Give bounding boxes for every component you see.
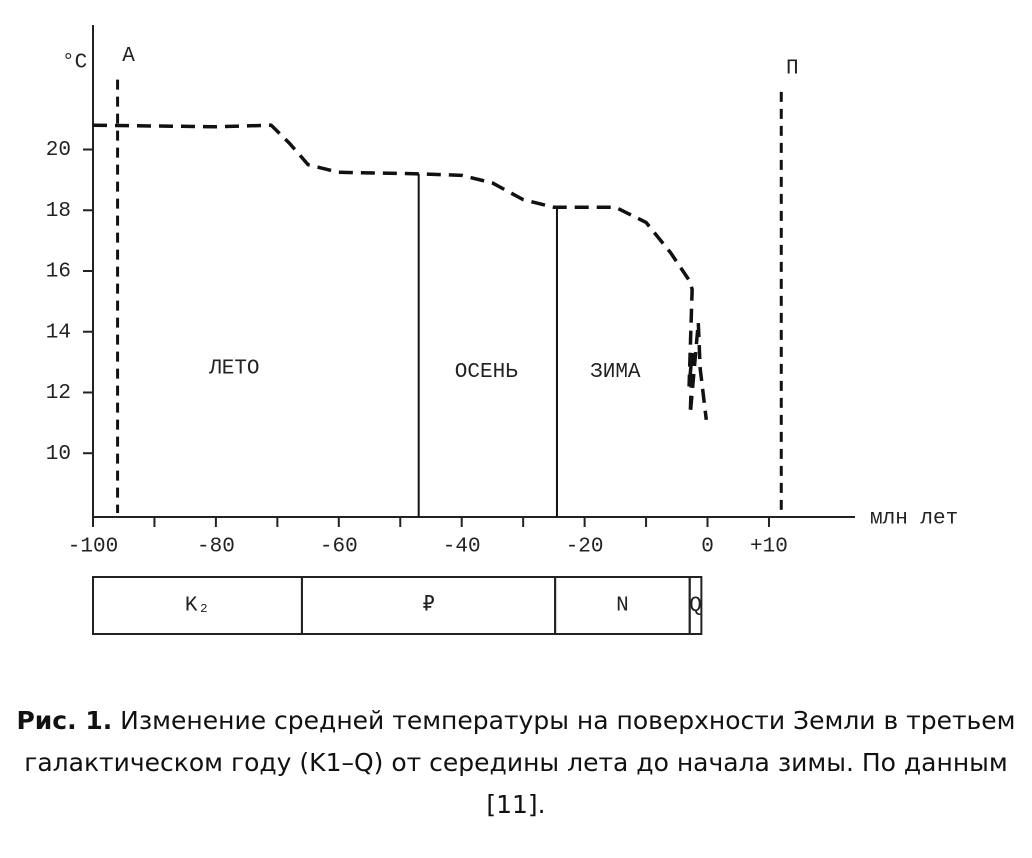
period-label: N [616, 595, 629, 618]
x-tick-label: -40 [443, 536, 481, 559]
y-tick-label: 12 [46, 382, 71, 405]
caption: Рис. 1. Изменение средней температуры на… [0, 700, 1032, 826]
period-label: Q [689, 595, 702, 618]
season-label: ЗИМА [590, 361, 641, 384]
caption-label: Рис. 1. [16, 706, 113, 735]
x-tick-label: +10 [750, 536, 788, 559]
season-label: ЛЕТО [208, 358, 259, 381]
caption-text: Изменение средней температуры на поверхн… [24, 706, 1016, 819]
x-tick-label: 0 [701, 536, 714, 559]
marker-label: А [122, 45, 135, 68]
period-label: K₂ [185, 595, 210, 618]
chart: °C млн лет 10 12 14 16 18 20 -100 -80 -60 -40 -20 0… [46, 25, 958, 635]
marker-label: П [786, 57, 799, 80]
period-box [688, 576, 703, 635]
y-tick-label: 18 [46, 200, 71, 223]
y-tick-label: 16 [46, 261, 71, 284]
y-tick-label: 10 [46, 443, 71, 466]
period-label: ₽ [422, 595, 435, 618]
x-axis-label: млн лет [870, 508, 958, 531]
y-tick-label: 14 [46, 321, 71, 344]
x-tick-label: -100 [68, 536, 118, 559]
y-tick-label: 20 [46, 139, 71, 162]
season-label: ОСЕНЬ [455, 361, 518, 384]
y-axis-label: °C [62, 52, 87, 75]
x-tick-label: -20 [566, 536, 604, 559]
x-tick-label: -80 [197, 536, 235, 559]
temperature-line [92, 123, 709, 421]
x-tick-label: -60 [320, 536, 358, 559]
